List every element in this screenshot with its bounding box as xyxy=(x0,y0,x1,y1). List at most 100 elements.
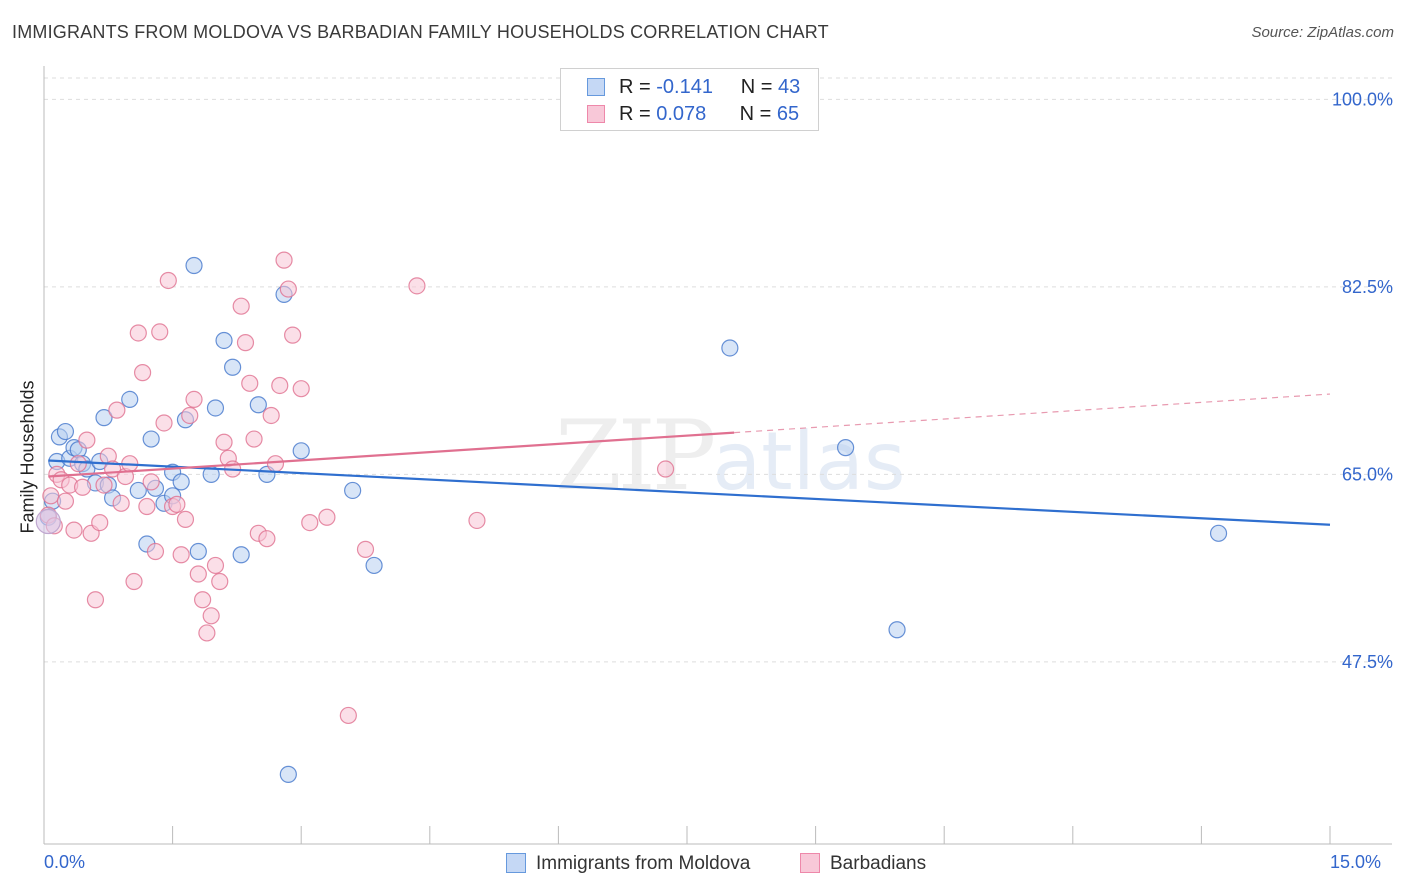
barbadians-point xyxy=(279,280,297,298)
barbadians-trend-line xyxy=(48,431,735,478)
moldova-point xyxy=(185,256,203,275)
bottom-legend-swatch-moldova xyxy=(506,853,526,873)
moldova-point xyxy=(232,546,250,564)
moldova-point xyxy=(365,556,383,575)
barbadians-point xyxy=(241,374,259,392)
moldova-point xyxy=(172,473,190,491)
barbadians-point xyxy=(284,326,302,344)
y-tick-labels: 47.5% 65.0% 82.5% 100.0% xyxy=(1332,89,1393,671)
watermark-atlas: atlas xyxy=(712,415,906,508)
legend-n-label: N = xyxy=(739,103,772,125)
moldova-point xyxy=(344,481,362,500)
x-axis-max-label: 15.0% xyxy=(1330,852,1382,872)
y-tick-label: 82.5% xyxy=(1342,277,1393,297)
barbadians-point xyxy=(339,706,357,725)
barbadians-point xyxy=(95,476,113,494)
barbadians-point xyxy=(146,542,165,561)
barbadians-point xyxy=(86,591,105,609)
legend-swatch-barbadians xyxy=(587,105,605,123)
barbadians-point xyxy=(232,297,250,315)
legend-r-label: R = xyxy=(619,76,651,98)
barbadians-point xyxy=(181,406,199,425)
barbadians-point xyxy=(245,430,263,448)
legend-r-value: 0.078 xyxy=(656,103,707,125)
cluster-point xyxy=(35,508,61,535)
barbadians-point xyxy=(408,277,426,295)
barbadians-point xyxy=(73,478,92,496)
moldova-point xyxy=(129,481,147,500)
x-axis-min-label: 0.0% xyxy=(44,852,86,872)
barbadians-point xyxy=(318,508,336,526)
barbadians-point xyxy=(176,510,195,528)
barbadians-point xyxy=(271,376,289,395)
legend-n-label: N = xyxy=(740,76,773,98)
barbadians-point xyxy=(206,556,225,575)
barbadians-point xyxy=(202,607,220,625)
moldova-point xyxy=(95,409,113,427)
barbadians-point xyxy=(266,455,285,473)
data-points xyxy=(35,251,1228,783)
barbadians-point xyxy=(108,401,126,419)
moldova-point xyxy=(1209,524,1228,542)
y-axis-title: Family Households xyxy=(17,380,38,534)
barbadians-trend-extension xyxy=(734,393,1331,434)
moldova-point xyxy=(56,422,75,441)
bottom-legend-swatch-barbadians xyxy=(800,853,820,873)
bottom-legend-label-moldova: Immigrants from Moldova xyxy=(536,853,751,874)
barbadians-point xyxy=(185,390,203,408)
barbadians-point xyxy=(112,494,130,512)
barbadians-point xyxy=(258,530,276,548)
moldova-point xyxy=(721,339,739,357)
barbadians-point xyxy=(129,324,147,342)
barbadians-point xyxy=(189,565,207,583)
axes xyxy=(43,66,1392,845)
barbadians-point xyxy=(198,624,216,642)
barbadians-point xyxy=(172,546,190,564)
barbadians-point xyxy=(356,540,375,558)
correlation-legend: R = -0.141 N = 43 R = 0.078 N = 65 xyxy=(560,68,819,131)
moldova-point xyxy=(279,765,297,783)
barbadians-point xyxy=(91,514,109,532)
barbadians-point xyxy=(656,460,675,478)
grid-lines xyxy=(44,77,1392,663)
moldova-trend-line xyxy=(48,459,1331,526)
barbadians-point xyxy=(78,431,96,449)
moldova-point xyxy=(206,399,225,417)
bottom-legend-moldova: Immigrants from Moldova xyxy=(506,852,750,876)
moldova-point xyxy=(215,331,233,350)
moldova-point xyxy=(224,358,242,376)
barbadians-point xyxy=(155,414,173,432)
moldova-point xyxy=(837,439,855,457)
barbadians-point xyxy=(42,487,60,505)
barbadians-point xyxy=(56,492,75,510)
legend-n-value: 43 xyxy=(778,76,801,98)
moldova-point xyxy=(142,430,160,448)
legend-r-value: -0.141 xyxy=(656,76,713,98)
barbadians-point xyxy=(65,521,83,539)
moldova-point xyxy=(121,390,139,408)
bottom-legend-label-barbadians: Barbadians xyxy=(830,853,927,874)
barbadians-point xyxy=(125,572,143,591)
trend-lines xyxy=(48,393,1331,526)
source-label: Source: ZipAtlas.com xyxy=(1251,24,1394,41)
barbadians-point xyxy=(211,572,229,591)
bottom-legend-barbadians: Barbadians xyxy=(800,852,926,876)
moldova-point xyxy=(292,442,310,460)
y-tick-label: 100.0% xyxy=(1332,89,1393,109)
moldova-point xyxy=(249,396,267,414)
moldova-point xyxy=(189,542,207,561)
barbadians-point xyxy=(168,495,186,513)
legend-r-label: R = xyxy=(619,103,651,125)
legend-n-value: 65 xyxy=(776,103,800,125)
barbadians-point xyxy=(69,455,87,473)
barbadians-point xyxy=(142,473,160,491)
chart-title: IMMIGRANTS FROM MOLDOVA VS BARBADIAN FAM… xyxy=(12,22,829,42)
barbadians-point xyxy=(159,271,177,290)
barbadians-point xyxy=(262,406,280,425)
barbadians-point xyxy=(215,433,233,451)
moldova-point xyxy=(888,621,906,639)
legend-swatch-moldova xyxy=(587,78,605,96)
barbadians-point xyxy=(301,514,319,532)
barbadians-point xyxy=(292,380,310,398)
